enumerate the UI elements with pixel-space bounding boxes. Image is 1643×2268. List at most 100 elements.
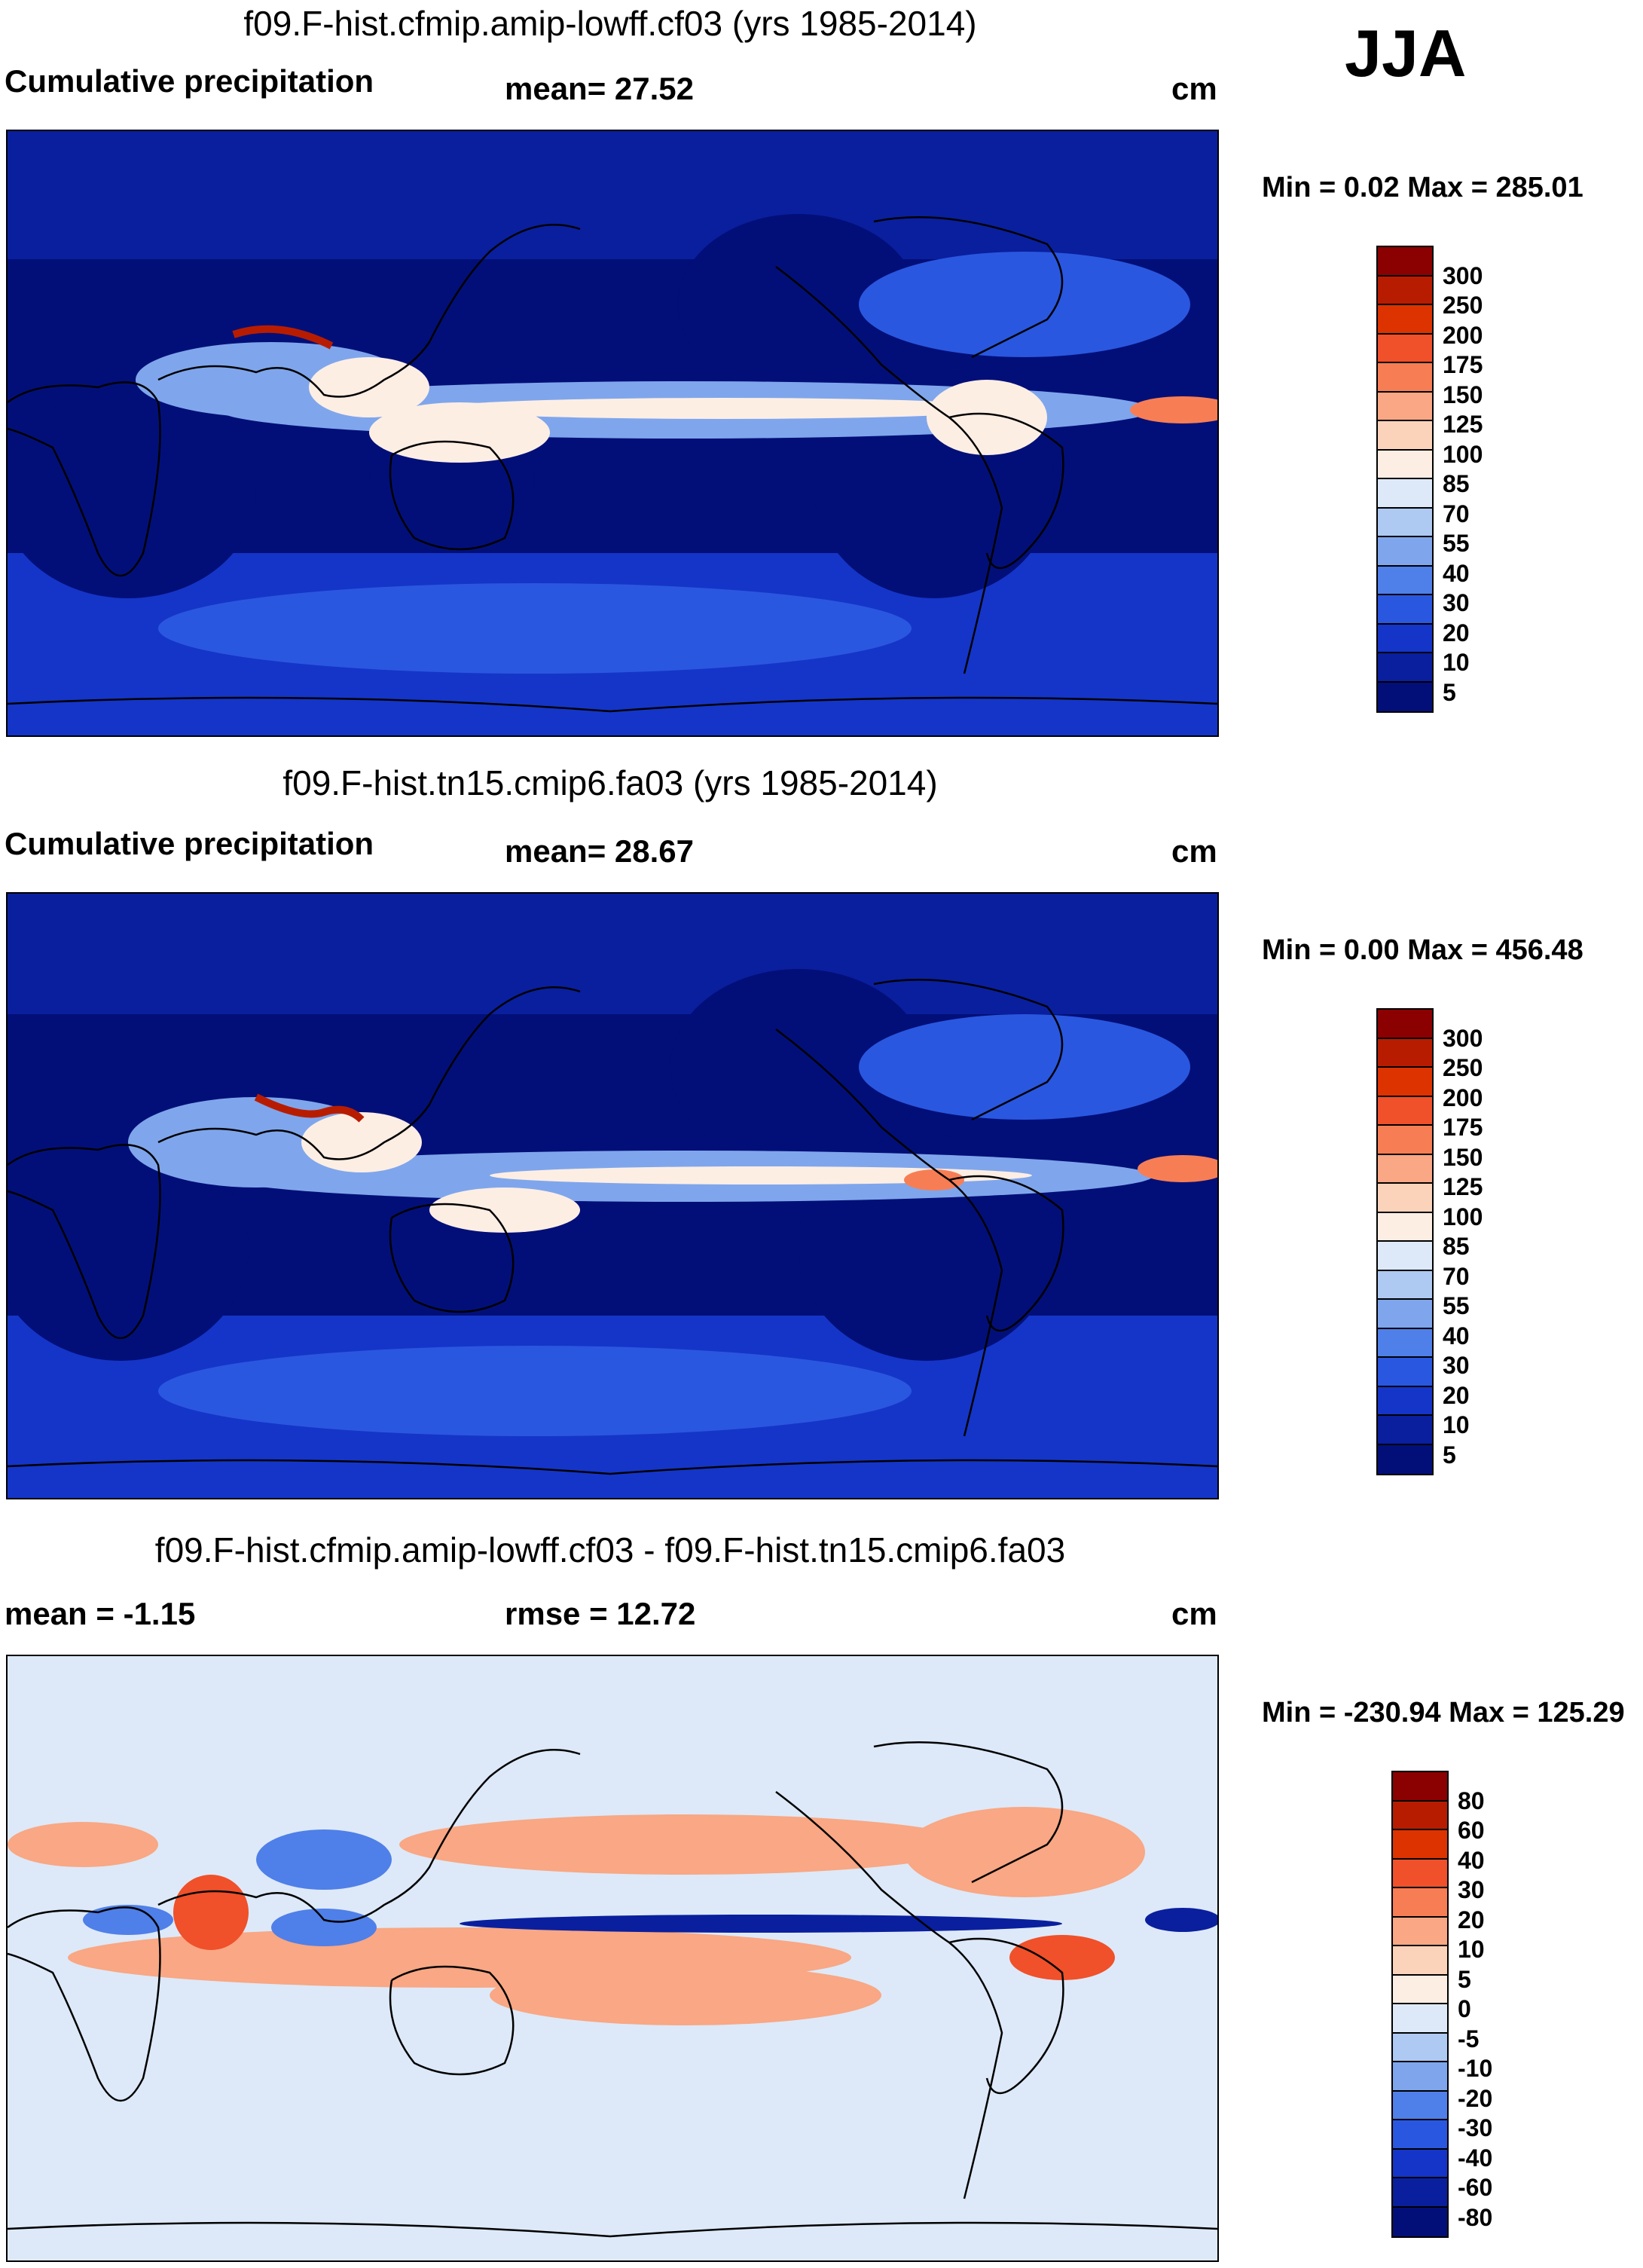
colorbar-swatch [1393,1859,1447,1888]
colorbar-swatch [1378,682,1432,711]
colorbar-tick-label: 0 [1458,1995,1471,2022]
colorbar-swatch [1393,1946,1447,1976]
colorbar-tick-label: 250 [1443,292,1483,319]
panel2-map-svg [8,894,1217,1498]
colorbar-tick-label: 150 [1443,1143,1483,1171]
colorbar-swatch [1378,1270,1432,1300]
colorbar-tick-label: 55 [1443,1292,1470,1319]
colorbar-tick-label: 10 [1458,1936,1485,1963]
season-label: JJA [1345,16,1467,90]
colorbar-swatch [1378,1038,1432,1068]
panel3-minmax: Min = -230.94 Max = 125.29 [1262,1697,1625,1729]
colorbar-swatch [1378,1416,1432,1445]
atlantic-itcz-wet [1138,1155,1217,1182]
colorbar-tick-label: 175 [1443,351,1483,378]
colorbar-swatch [1393,1772,1447,1802]
colorbar-tick-label: -60 [1458,2174,1493,2201]
panel2-colorbar [1376,1008,1434,1475]
colorbar-tick-label: 175 [1443,1114,1483,1141]
north-band [8,894,1217,1014]
indian-ocean-negative [271,1909,377,1946]
colorbar-tick-label: 100 [1443,1203,1483,1230]
colorbar-swatch [1378,508,1432,537]
colorbar-swatch [1393,2004,1447,2034]
colorbar-tick-label: 150 [1443,381,1483,408]
panel3-title: f09.F-hist.cfmip.amip-lowff.cf03 - f09.F… [154,1530,1066,1570]
panel1-mean: mean= 27.52 [505,71,695,106]
south-africa-dry [8,387,256,598]
colorbar-tick-label: 5 [1443,1441,1456,1469]
colorbar-tick-label: 70 [1443,500,1470,527]
panel2-mean: mean= 28.67 [505,833,695,869]
colorbar-tick-label: 55 [1443,530,1470,557]
colorbar-tick-label: 20 [1443,619,1470,646]
colorbar-swatch [1378,392,1432,421]
colorbar-swatch [1378,247,1432,277]
arabian-sea-positive [173,1875,249,1950]
panel3-rmse: rmse = 12.72 [505,1596,696,1631]
colorbar-tick-label: -30 [1458,2114,1493,2141]
colorbar-swatch [1393,2149,1447,2178]
coastlines [8,1741,1217,2238]
colorbar-tick-label: 40 [1458,1846,1485,1874]
africa-negative [83,1905,173,1935]
colorbar-swatch [1393,1801,1447,1830]
sahel-positive [8,1822,158,1867]
colorbar-swatch [1378,537,1432,567]
colorbar-swatch [1378,1242,1432,1271]
maritime-continent-wet [429,1187,580,1233]
north-pacific-positive [399,1814,972,1875]
panel3-map-svg [8,1656,1217,2260]
indian-ocean-wet [128,1097,384,1187]
panel1-unit: cm [1171,71,1217,106]
southern-storm-track [158,1346,912,1436]
atlantic-itcz-negative [1145,1908,1217,1932]
colorbar-tick-label: 125 [1443,1173,1483,1200]
colorbar-tick-label: 250 [1443,1054,1483,1081]
colorbar-tick-label: 80 [1458,1787,1485,1814]
colorbar-swatch [1378,1068,1432,1097]
north-pacific-dry [678,214,919,395]
colorbar-swatch [1378,363,1432,393]
colorbar-swatch [1378,1096,1432,1126]
atlantic-storm-track [859,1014,1190,1120]
north-band [8,131,1217,259]
south-africa-dry [8,1135,249,1361]
colorbar-swatch [1378,566,1432,595]
colorbar-swatch [1393,2091,1447,2120]
colorbar-swatch [1378,595,1432,625]
colorbar-tick-label: 85 [1443,470,1470,497]
coastlines [8,979,1217,1475]
colorbar-tick-label: 300 [1443,1024,1483,1052]
colorbar-tick-label: 30 [1443,589,1470,616]
colorbar-tick-label: 200 [1443,321,1483,349]
north-atlantic-positive [904,1807,1145,1897]
panel1-title: f09.F-hist.cfmip.amip-lowff.cf03 (yrs 19… [243,4,977,43]
brazil-positive [1009,1935,1115,1980]
colorbar-swatch [1393,2178,1447,2208]
himalaya-precip-peak [254,1093,365,1123]
colorbar-swatch [1378,421,1432,451]
colorbar-swatch [1378,1126,1432,1155]
colorbar-swatch [1393,2207,1447,2236]
colorbar-tick-label: 20 [1443,1381,1470,1409]
colorbar-swatch [1378,450,1432,479]
east-pacific-peak [904,1169,964,1191]
colorbar-swatch [1378,1212,1432,1242]
panel2-map [6,892,1219,1499]
atlantic-storm-track [859,252,1190,357]
coastlines [8,216,1217,713]
colorbar-tick-label: -10 [1458,2055,1493,2082]
colorbar-tick-label: 40 [1443,1322,1470,1349]
colorbar-swatch [1393,1917,1447,1946]
colorbar-swatch [1378,305,1432,335]
bay-of-bengal-wet [301,1112,422,1172]
panel3-colorbar [1391,1771,1449,2238]
colorbar-swatch [1393,2120,1447,2150]
panel1-colorbar [1376,246,1434,713]
colorbar-swatch [1378,653,1432,683]
colorbar-swatch [1393,2033,1447,2062]
panel2-minmax: Min = 0.00 Max = 456.48 [1262,934,1583,966]
colorbar-tick-label: 85 [1443,1233,1470,1260]
colorbar-swatch [1393,2062,1447,2092]
